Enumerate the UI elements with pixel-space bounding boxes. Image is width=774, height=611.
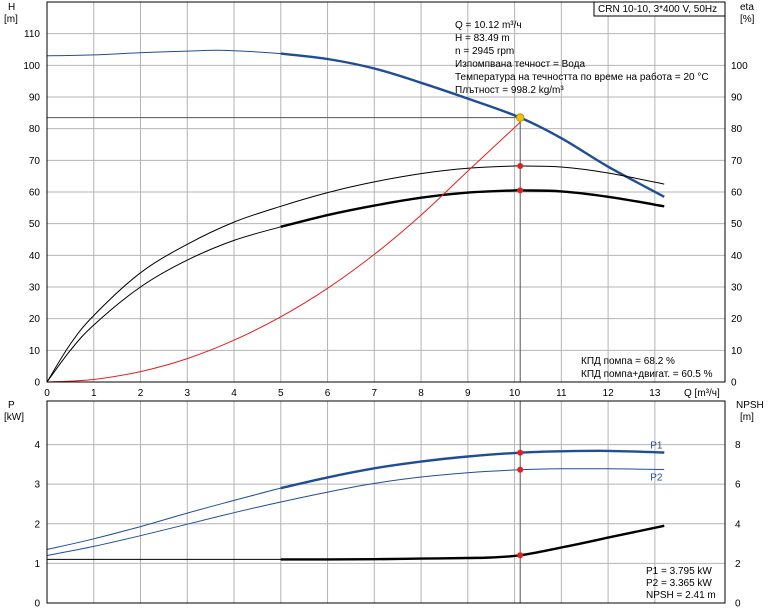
result-line: P1 = 3.795 kW [646,566,712,577]
npsh-tick-label: 6 [735,480,741,491]
eta-tick-label: 50 [731,219,743,230]
eta-tick-label: 20 [731,314,743,325]
eta-tick-label: 0 [731,378,737,389]
p-tick-label: 2 [34,519,40,530]
top-grid [46,2,725,383]
series-line-NPSH [47,525,665,560]
series-label-P1: P1 [650,440,663,451]
x-tick-label: 9 [465,388,471,399]
p-axis-unit: [kW] [4,412,24,423]
h-axis-title: H [8,2,15,13]
info-line: n = 2945 rpm [455,46,514,57]
eta-tick-label: 40 [731,251,743,262]
series-line-system [46,121,521,383]
duty-marker [517,449,524,456]
duty-marker [517,163,524,170]
info-line: Q = 10.12 m³/ч [455,20,522,31]
eta-tick-label: 60 [731,188,743,199]
h-tick-label: 10 [29,346,41,357]
h-tick-label: 40 [29,251,41,262]
info-line: Плътност = 998.2 kg/m³ [455,85,564,96]
h-tick-label: 0 [34,378,40,389]
eta-tick-label: 100 [731,61,748,72]
top-plot-frame [46,1,726,383]
x-tick-label: 3 [184,388,190,399]
h-tick-label: 50 [29,219,41,230]
p-tick-label: 3 [34,480,40,491]
npsh-tick-label: 0 [735,599,741,610]
npsh-axis-title: NPSH [736,400,764,411]
h-tick-label: 70 [29,156,41,167]
info-line: Температура на течността по време на раб… [455,71,709,83]
p-tick-label: 1 [34,559,40,570]
curves: P1 P2 [46,49,665,603]
bottom-grid [46,401,725,604]
series-line-eta_total [46,189,665,383]
info-line: Изпомпвана течност = Вода [455,59,585,70]
h-tick-label: 30 [29,283,41,294]
q-axis-unit: Q [m³/ч] [684,388,720,399]
model-box: CRN 10-10, 3*400 V, 50Hz [598,4,717,15]
duty-marker [517,187,524,194]
x-tick-label: 12 [603,388,615,399]
npsh-tick-label: 8 [735,440,741,451]
tick-labels: 0 1 2 3 4 5 6 7 8 9 10 11 12 130102030405060708090100… [23,29,748,609]
series-operating-range-H [280,52,665,198]
result-line: NPSH = 2.41 m [646,590,716,601]
series-operating-range-P1 [280,449,665,490]
series-operating-range-NPSH [280,524,665,561]
series-line-eta_pump [46,165,665,383]
series-line-P1 [46,450,665,550]
result-line: P2 = 3.365 kW [646,578,712,589]
h-tick-label: 100 [23,61,40,72]
x-tick-label: 13 [649,388,661,399]
eff-line: КПД помпа+двигат. = 60.5 % [581,369,713,380]
x-tick-label: 0 [44,388,50,399]
eta-axis-unit: [%] [740,14,755,25]
x-tick-label: 6 [325,388,331,399]
efficiency-info: КПД помпа = 68.2 % КПД помпа+двигат. = 6… [581,356,713,380]
h-tick-label: 90 [29,93,41,104]
eta-tick-label: 30 [731,283,743,294]
p-axis-title: P [8,400,15,411]
h-tick-label: 60 [29,188,41,199]
duty-marker [517,466,524,473]
h-axis-unit: [m] [4,14,18,25]
eta-tick-label: 90 [731,93,743,104]
x-tick-label: 7 [372,388,378,399]
eta-tick-label: 80 [731,124,743,135]
model-box-frame [593,1,726,17]
duty-info: Q = 10.12 m³/ч H = 83.49 m n = 2945 rpm … [455,20,709,96]
eta-axis-title: eta [740,2,754,13]
duty-marker [515,113,525,122]
h-tick-label: 110 [24,29,40,40]
x-tick-label: 11 [556,388,567,399]
x-tick-label: 4 [231,388,237,399]
p-tick-label: 4 [34,440,40,451]
npsh-axis-unit: [m] [740,412,754,423]
eta-tick-label: 10 [731,346,743,357]
h-tick-label: 20 [29,314,41,325]
x-tick-label: 5 [278,388,284,399]
duty-marker [517,552,524,559]
p-tick-label: 0 [34,599,40,610]
power-info: P1 = 3.795 kW P2 = 3.365 kW NPSH = 2.41 … [646,566,716,601]
series-label-P2: P2 [650,473,663,484]
npsh-tick-label: 4 [735,519,741,530]
h-tick-label: 80 [29,124,41,135]
series-operating-range-eta_total [280,188,665,228]
bottom-plot-frame [46,400,726,604]
series-line-P2 [46,468,665,556]
x-tick-label: 1 [91,388,97,399]
eff-line: КПД помпа = 68.2 % [581,356,675,367]
x-tick-label: 8 [418,388,424,399]
npsh-tick-label: 2 [735,559,741,570]
x-tick-label: 10 [509,388,521,399]
eta-tick-label: 70 [731,156,743,167]
info-line: H = 83.49 m [455,33,510,44]
x-tick-label: 2 [138,388,144,399]
